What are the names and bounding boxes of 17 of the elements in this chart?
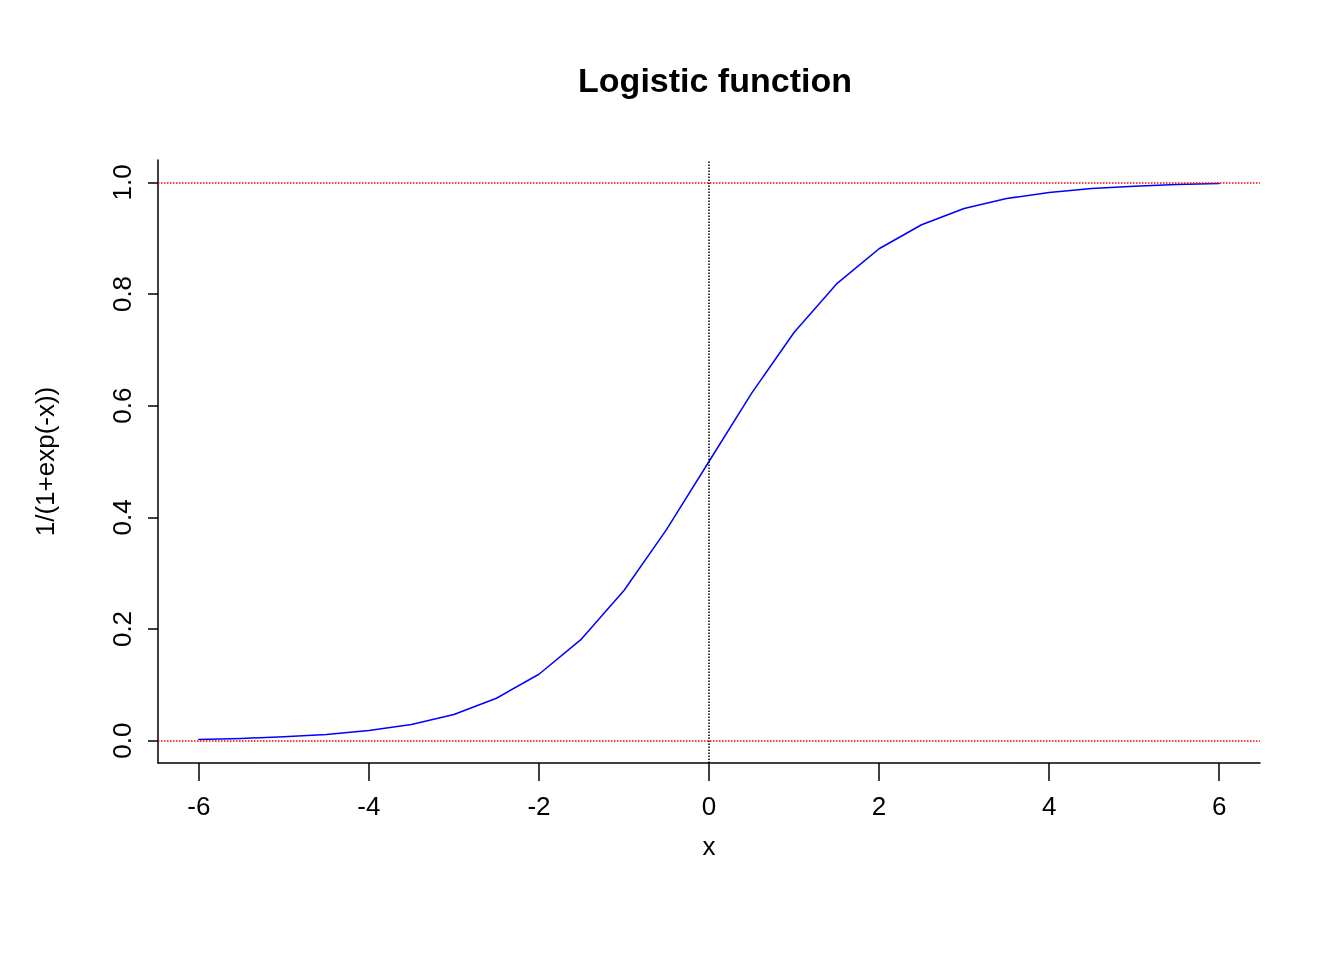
y-tick-label: 0.2 [107, 610, 137, 648]
y-tick-label: 0.4 [107, 499, 137, 536]
chart-title: Logistic function [578, 61, 852, 99]
x-axis-title: x [702, 831, 716, 861]
x-tick-label: 6 [1211, 791, 1227, 821]
x-tick-label: 2 [871, 791, 887, 821]
x-tick-label: -2 [527, 791, 551, 821]
y-tick-label: 1.0 [107, 164, 137, 201]
x-tick-label: -6 [187, 791, 211, 821]
x-tick-label: 0 [701, 791, 717, 821]
y-tick-label: 0.0 [107, 722, 137, 759]
line-series [198, 182, 1220, 741]
x-tick-label: 4 [1041, 791, 1057, 821]
x-tick-label: -4 [357, 791, 381, 821]
y-axis-title: 1/(1+exp(-x)) [30, 386, 60, 537]
y-tick-label: 0.6 [107, 387, 137, 424]
y-tick-label: 0.8 [107, 275, 137, 313]
